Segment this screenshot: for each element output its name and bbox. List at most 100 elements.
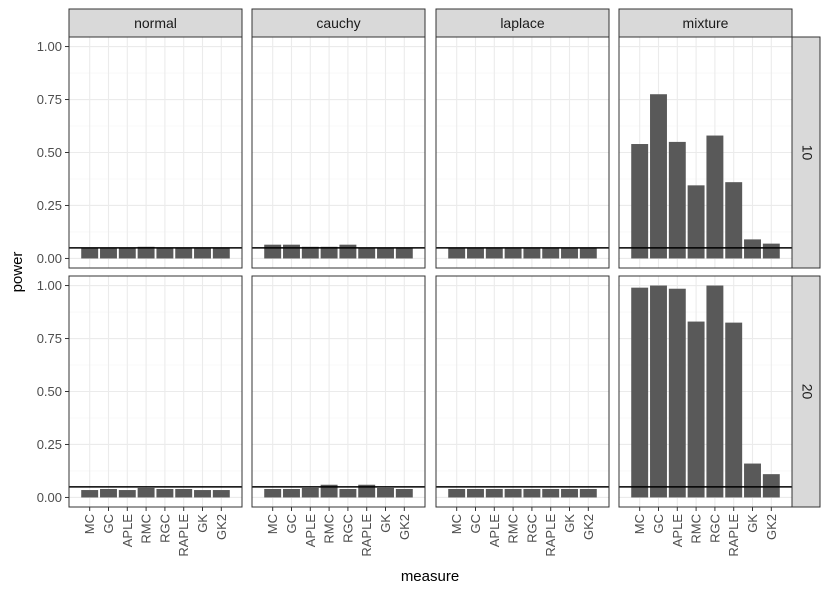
bar-MC <box>81 247 99 259</box>
bar-RGC <box>523 488 541 498</box>
bar-GK <box>561 488 578 498</box>
strip-label-laplace: laplace <box>500 15 545 31</box>
bar-RMC <box>137 246 155 259</box>
bar-GK <box>194 490 211 498</box>
y-tick-label: 0.50 <box>37 145 62 160</box>
bar-RMC <box>320 484 338 498</box>
bar-MC <box>264 488 282 498</box>
bar-MC <box>448 247 466 259</box>
x-tick-label: MC <box>632 514 647 534</box>
x-tick-label: GK <box>562 514 577 533</box>
y-tick-label: 0.25 <box>37 198 62 213</box>
bar-RGC <box>339 488 357 498</box>
bar-GC <box>467 247 484 259</box>
x-tick-label: RMC <box>139 514 154 544</box>
panel-cauchy-20 <box>251 275 426 508</box>
bar-GK2 <box>762 474 780 498</box>
x-tick-label: RAPLE <box>543 514 558 557</box>
x-tick-label: RGC <box>524 514 539 543</box>
bar-RAPLE <box>175 488 193 498</box>
bar-GK <box>744 463 761 498</box>
strip-top-cauchy <box>251 8 426 38</box>
bar-GK2 <box>212 490 230 498</box>
y-tick-label: 0.75 <box>37 92 62 107</box>
x-tick-label: GK2 <box>397 514 412 540</box>
bar-RAPLE <box>725 322 743 498</box>
bar-APLE <box>668 288 686 498</box>
x-tick-label: GC <box>651 514 666 534</box>
panel-mixture-10 <box>618 36 793 269</box>
x-tick-label: APLE <box>120 514 135 548</box>
bar-RAPLE <box>542 488 560 498</box>
x-tick-label: RGC <box>340 514 355 543</box>
x-tick-label: GK2 <box>764 514 779 540</box>
panel-mixture-20 <box>618 275 793 508</box>
panel-border <box>251 275 426 508</box>
x-tick-label: GK <box>378 514 393 533</box>
axes-layer: 0.00 0.25 0.50 0.75 1.00 0.00 0.25 0.50 0.75 1.00… <box>37 39 779 557</box>
x-tick-label: RGC <box>157 514 172 543</box>
strip-right-10 <box>791 36 821 269</box>
bar-GK2 <box>212 247 230 259</box>
y-tick-label: 1.00 <box>37 39 62 54</box>
bar-RMC <box>504 488 522 498</box>
bar-GC <box>100 488 117 498</box>
y-tick-label: 0.50 <box>37 384 62 399</box>
panels-layer <box>68 36 793 508</box>
bar-APLE <box>301 487 319 498</box>
x-tick-label: GK2 <box>581 514 596 540</box>
bar-RGC <box>706 285 724 498</box>
x-tick-label: GC <box>101 514 116 534</box>
bar-GK <box>744 239 761 259</box>
bar-GK <box>377 487 394 498</box>
x-tick-label: GK2 <box>214 514 229 540</box>
x-tick-label: MC <box>265 514 280 534</box>
strip-label-10: 10 <box>799 145 815 161</box>
bar-GK2 <box>762 243 780 259</box>
x-tick-label: RMC <box>506 514 521 544</box>
x-tick-label: RAPLE <box>359 514 374 557</box>
panel-normal-10 <box>68 36 243 269</box>
bar-GC <box>283 244 300 259</box>
bar-GK2 <box>395 488 413 498</box>
strip-label-20: 20 <box>799 384 815 400</box>
bar-RGC <box>156 488 174 498</box>
strip-top-mixture <box>618 8 793 38</box>
x-tick-label: RMC <box>322 514 337 544</box>
bar-GK <box>377 247 394 259</box>
bar-APLE <box>485 488 503 498</box>
x-tick-label: MC <box>82 514 97 534</box>
bar-MC <box>631 144 649 259</box>
bar-GC <box>100 247 117 259</box>
bar-GK <box>194 247 211 259</box>
panel-border <box>435 275 610 508</box>
bar-GK2 <box>579 247 597 259</box>
y-axis-title: power <box>9 252 26 293</box>
panel-normal-20 <box>68 275 243 508</box>
y-tick-label: 0.25 <box>37 437 62 452</box>
x-tick-label: APLE <box>303 514 318 548</box>
panel-cauchy-10 <box>251 36 426 269</box>
strips-layer: normal cauchy laplace mixture 10 20 <box>68 8 821 508</box>
bar-RGC <box>156 247 174 259</box>
x-tick-label: MC <box>449 514 464 534</box>
strip-label-mixture: mixture <box>683 15 729 31</box>
y-tick-label: 0.75 <box>37 331 62 346</box>
bar-RMC <box>320 246 338 259</box>
bar-GC <box>283 488 300 498</box>
bar-GK2 <box>579 488 597 498</box>
bar-MC <box>264 244 282 259</box>
bar-RMC <box>687 321 705 498</box>
bar-GK2 <box>395 247 413 259</box>
bar-RMC <box>687 185 705 259</box>
bar-GC <box>650 94 667 259</box>
x-tick-label: APLE <box>670 514 685 548</box>
strip-top-normal <box>68 8 243 38</box>
x-tick-label: GC <box>468 514 483 534</box>
bar-APLE <box>485 247 503 259</box>
bar-RGC <box>706 135 724 259</box>
bar-RMC <box>504 247 522 259</box>
bar-RAPLE <box>725 182 743 259</box>
strip-label-normal: normal <box>134 15 177 31</box>
bar-RAPLE <box>542 247 560 259</box>
